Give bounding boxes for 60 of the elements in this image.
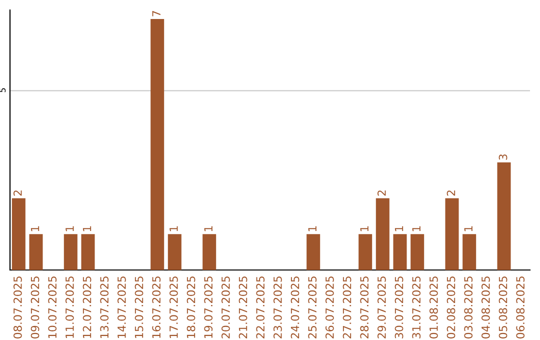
bar (462, 234, 476, 270)
x-tick-label: 17.07.2025 (169, 276, 178, 338)
x-tick-label: 23.07.2025 (273, 276, 282, 338)
data-label: 1 (204, 226, 212, 232)
x-tick-label: 10.07.2025 (48, 276, 57, 338)
data-label: 1 (394, 226, 404, 232)
x-tick-label: 06.08.2025 (516, 276, 525, 338)
bar (306, 234, 320, 270)
bar (12, 198, 26, 270)
x-tick-label: 05.08.2025 (498, 276, 508, 338)
bar (358, 234, 372, 270)
x-tick-label: 01.08.2025 (429, 276, 438, 338)
data-label: 2 (13, 190, 22, 196)
bar (168, 234, 182, 270)
x-tick-label: 11.07.2025 (65, 276, 74, 338)
x-tick-label: 25.07.2025 (308, 276, 317, 338)
x-tick-label: 16.07.2025 (152, 276, 161, 338)
data-label: 2 (446, 190, 456, 196)
bar (393, 234, 407, 270)
data-label: 1 (360, 226, 368, 232)
data-label: 1 (308, 226, 316, 232)
data-label: 1 (30, 226, 40, 232)
data-label: 2 (377, 190, 386, 196)
x-tick-label: 15.07.2025 (134, 276, 144, 338)
x-tick-label: 20.07.2025 (221, 276, 230, 338)
x-tick-label: 14.07.2025 (117, 276, 126, 338)
bar (81, 234, 95, 270)
x-tick-label: 12.07.2025 (82, 276, 92, 338)
data-label: 3 (498, 154, 508, 160)
data-label: 1 (464, 226, 472, 232)
x-tick-label: 31.07.2025 (412, 276, 421, 338)
bar (376, 198, 390, 270)
x-tick-label: 21.07.2025 (238, 276, 248, 338)
x-tick-label: 24.07.2025 (290, 276, 300, 338)
x-tick-label: 19.07.2025 (204, 276, 213, 338)
x-tick-label: 18.07.2025 (186, 276, 196, 338)
bar (64, 234, 78, 270)
x-tick-label: 27.07.2025 (342, 276, 352, 338)
x-tick-label: 13.07.2025 (100, 276, 109, 338)
bar (29, 234, 43, 270)
x-tick-label: 22.07.2025 (256, 276, 265, 338)
x-tick-label: 03.08.2025 (464, 276, 473, 338)
x-tick-label: 09.07.2025 (30, 276, 40, 338)
x-tick-label: 08.07.2025 (13, 276, 22, 338)
bar (445, 198, 459, 270)
bar (150, 18, 164, 270)
x-tick-label: 26.07.2025 (325, 276, 334, 338)
bar (497, 162, 511, 270)
x-tick-label: 04.08.2025 (481, 276, 490, 338)
data-label: 1 (82, 226, 92, 232)
bar (410, 234, 424, 270)
data-label: 1 (66, 226, 74, 232)
data-label: 1 (170, 226, 178, 232)
x-tick-label: 02.08.2025 (446, 276, 456, 338)
x-tick-label: 30.07.2025 (394, 276, 404, 338)
bar (202, 234, 216, 270)
x-tick-label: 29.07.2025 (377, 276, 386, 338)
data-label: 1 (412, 226, 420, 232)
data-label: 7 (152, 11, 160, 16)
x-tick-label: 28.07.2025 (360, 276, 369, 338)
